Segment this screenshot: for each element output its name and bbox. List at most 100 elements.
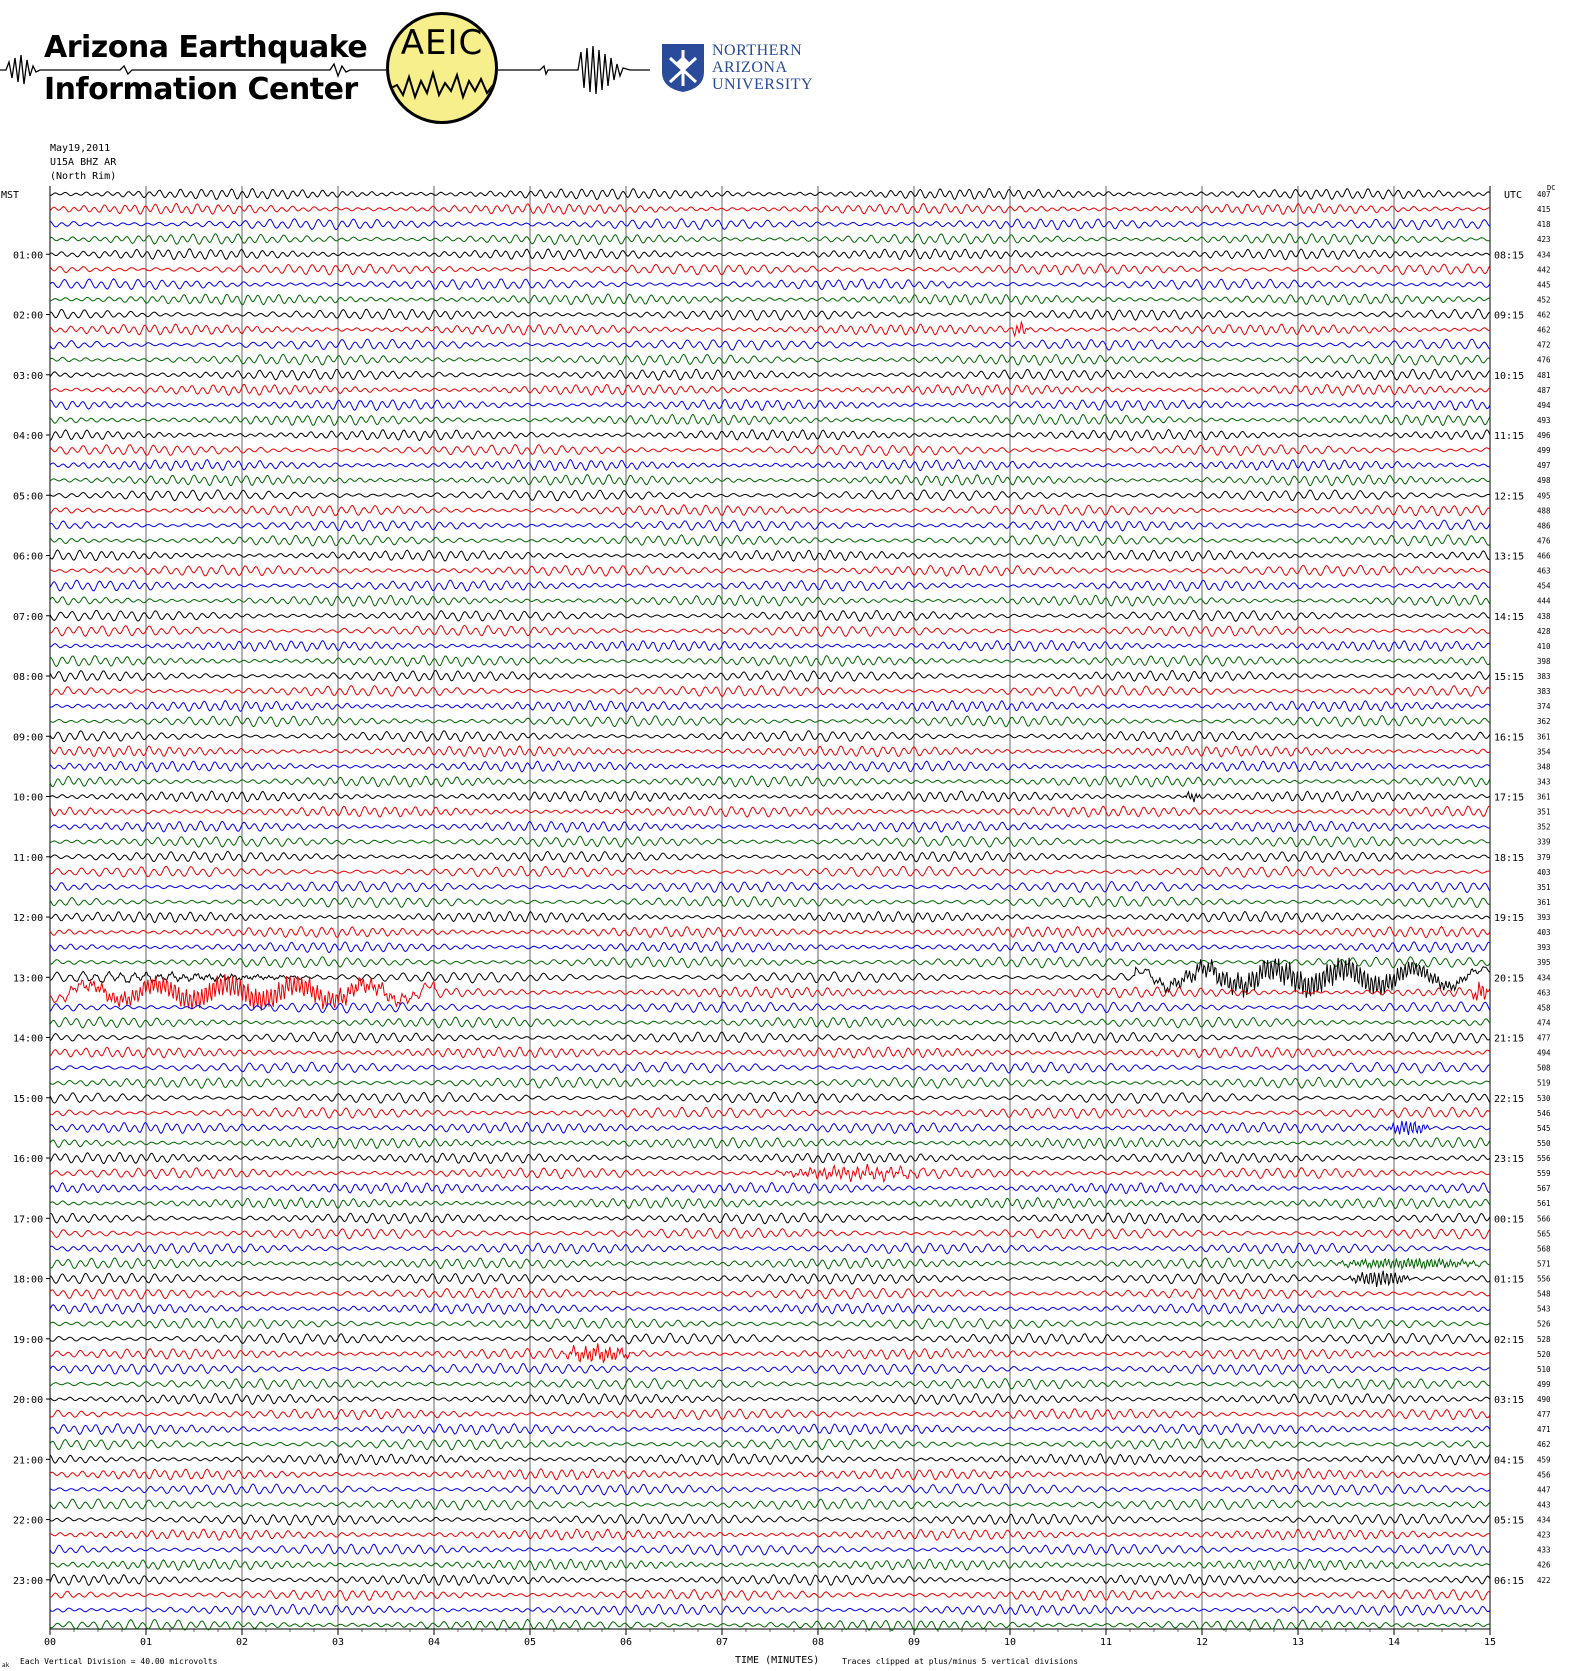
org-name-line2: Information Center bbox=[44, 72, 358, 107]
trace-row bbox=[49, 218, 1491, 231]
dc-offset-label: 545 bbox=[1537, 1124, 1551, 1133]
mst-hour-label: 09:00 bbox=[13, 732, 43, 743]
trace-row bbox=[49, 443, 1491, 457]
trace-row bbox=[49, 534, 1491, 547]
trace-row bbox=[49, 925, 1491, 939]
trace-row bbox=[49, 1438, 1491, 1451]
dc-offset-label: 407 bbox=[1537, 190, 1551, 199]
dc-offset-label: 403 bbox=[1537, 928, 1551, 937]
trace-row bbox=[49, 805, 1491, 818]
record-date: May19,2011 bbox=[50, 143, 111, 154]
dc-offset-label: 476 bbox=[1537, 536, 1551, 545]
x-tick-label: 12 bbox=[1196, 1637, 1208, 1648]
trace-row bbox=[49, 624, 1491, 637]
dc-offset-label: 351 bbox=[1537, 808, 1551, 817]
mst-hour-label: 19:00 bbox=[13, 1335, 43, 1346]
dc-offset-label: 426 bbox=[1537, 1561, 1551, 1570]
trace-row bbox=[49, 760, 1491, 773]
aeic-seal-logo: AEIC bbox=[386, 12, 498, 124]
trace-row bbox=[49, 458, 1490, 472]
dc-offset-label: 556 bbox=[1537, 1154, 1551, 1163]
utc-hour-label: 19:15 bbox=[1494, 913, 1524, 924]
time-grid bbox=[46, 186, 1491, 1635]
trace-row bbox=[49, 850, 1490, 864]
dc-offset-label: 361 bbox=[1537, 732, 1551, 741]
dc-offset-label: 559 bbox=[1537, 1169, 1551, 1178]
dc-offset-label: 379 bbox=[1537, 853, 1551, 862]
trace-row bbox=[49, 579, 1490, 592]
dc-offset-label: 494 bbox=[1537, 401, 1551, 410]
utc-hour-label: 13:15 bbox=[1494, 552, 1524, 563]
univ-name-line3: UNIVERSITY bbox=[712, 76, 813, 93]
dc-offset-label: 398 bbox=[1537, 657, 1551, 666]
trace-row bbox=[49, 504, 1491, 517]
trace-row bbox=[49, 1317, 1491, 1330]
dc-offset-label: 361 bbox=[1537, 898, 1551, 907]
dc-offset-label: 462 bbox=[1537, 1440, 1551, 1449]
trace-row bbox=[49, 1016, 1491, 1029]
dc-offset-label: 383 bbox=[1537, 687, 1551, 696]
dc-offset-label: 339 bbox=[1537, 838, 1551, 847]
trace-row bbox=[49, 910, 1491, 924]
dc-offset-label: 571 bbox=[1537, 1259, 1551, 1268]
trace-row bbox=[49, 654, 1491, 668]
dc-offset-label: 472 bbox=[1537, 341, 1551, 350]
x-axis-title: TIME (MINUTES) bbox=[735, 1655, 819, 1666]
dc-offset-label: 395 bbox=[1537, 958, 1551, 967]
vertical-scale-note: Each Vertical Division = 40.00 microvolt… bbox=[20, 1657, 218, 1666]
dc-offset-label: 362 bbox=[1537, 717, 1551, 726]
utc-hour-label: 20:15 bbox=[1494, 973, 1524, 984]
dc-offset-label: 556 bbox=[1537, 1275, 1551, 1284]
trace-row bbox=[49, 1106, 1491, 1119]
x-tick-label: 07 bbox=[716, 1637, 728, 1648]
dc-offset-label: 566 bbox=[1537, 1214, 1551, 1223]
trace-row bbox=[49, 1589, 1491, 1602]
trace-row bbox=[49, 1163, 1491, 1184]
trace-row bbox=[49, 1332, 1491, 1345]
dc-offset-label: 447 bbox=[1537, 1485, 1551, 1494]
x-tick-label: 10 bbox=[1004, 1637, 1016, 1648]
dc-offset-label: 361 bbox=[1537, 793, 1551, 802]
dc-offset-label: 434 bbox=[1537, 1516, 1551, 1525]
univ-name-line2: ARIZONA bbox=[712, 59, 788, 76]
trace-row bbox=[49, 248, 1491, 261]
trace-row bbox=[49, 202, 1490, 216]
dc-offset-label: 488 bbox=[1537, 506, 1551, 515]
mst-hour-label: 20:00 bbox=[13, 1395, 43, 1406]
mst-hour-label: 07:00 bbox=[13, 612, 43, 623]
mst-hour-label: 14:00 bbox=[13, 1034, 43, 1045]
trace-row bbox=[49, 1618, 1490, 1632]
trace-row bbox=[49, 1453, 1491, 1466]
trace-row bbox=[49, 1151, 1491, 1165]
org-name-line1: Arizona Earthquake bbox=[44, 30, 368, 65]
dc-offset-label: 477 bbox=[1537, 1410, 1551, 1419]
x-tick-label: 04 bbox=[428, 1637, 440, 1648]
dc-offset-label: 433 bbox=[1537, 1546, 1551, 1555]
trace-row bbox=[49, 1378, 1490, 1391]
trace-row bbox=[49, 730, 1491, 743]
left-timezone-label: MST bbox=[1, 190, 19, 201]
trace-row bbox=[49, 865, 1491, 878]
trace-row bbox=[49, 1558, 1491, 1571]
trace-row bbox=[49, 1212, 1491, 1225]
trace-row bbox=[49, 338, 1491, 351]
dc-offset-label: 499 bbox=[1537, 446, 1551, 455]
trace-row bbox=[49, 1061, 1490, 1074]
utc-hour-label: 09:15 bbox=[1494, 311, 1524, 322]
univ-name-line1: NORTHERN bbox=[712, 42, 803, 59]
dc-offset-label: 510 bbox=[1537, 1365, 1551, 1374]
mst-hour-label: 04:00 bbox=[13, 431, 43, 442]
trace-row bbox=[49, 940, 1491, 954]
dc-offset-label: 403 bbox=[1537, 868, 1551, 877]
trace-row bbox=[49, 320, 1490, 338]
trace-row bbox=[49, 1483, 1491, 1496]
trace-row bbox=[49, 1227, 1491, 1240]
dc-offset-label: 481 bbox=[1537, 371, 1551, 380]
trace-row bbox=[49, 1603, 1491, 1617]
axis-labels: MST UTC DC TIME (MINUTES) Each Vertical … bbox=[1, 184, 1555, 1669]
trace-row bbox=[49, 383, 1491, 396]
utc-hour-label: 05:15 bbox=[1494, 1516, 1524, 1527]
x-tick-label: 13 bbox=[1292, 1637, 1304, 1648]
trace-row bbox=[49, 1302, 1491, 1315]
